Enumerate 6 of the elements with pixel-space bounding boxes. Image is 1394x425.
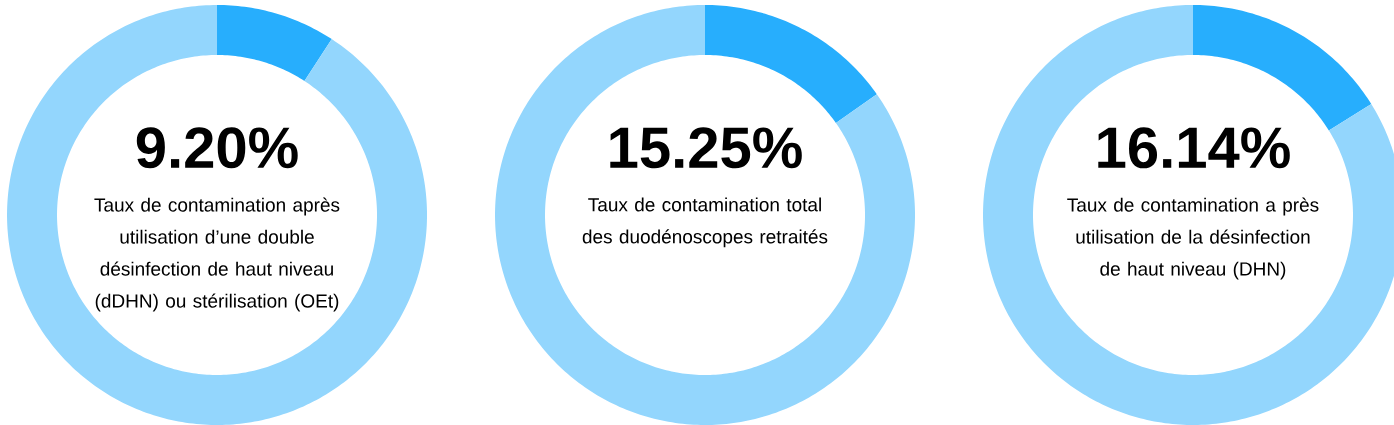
text: Taux de contamination total des duodénoscopes retraités bbox=[582, 197, 828, 248]
data-label: 16.14% bbox=[1098, 127, 1290, 169]
text: Taux de contamination après utilisation d’une double désinfection de haut niveau (dDHN) ou stérilisation (OEt) bbox=[94, 197, 340, 312]
data-label: 9.20% bbox=[136, 127, 298, 169]
text: Taux de contamination a près utilisation de la désinfection de haut niveau (DHN) bbox=[1067, 197, 1319, 280]
data-label: 15.25% bbox=[610, 127, 802, 169]
